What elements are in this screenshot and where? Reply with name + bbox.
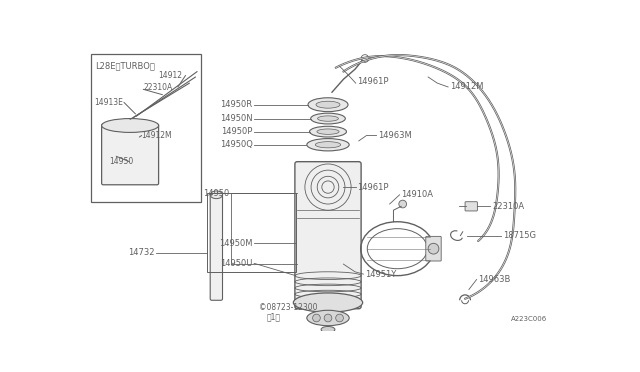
Text: 14950U: 14950U	[220, 259, 253, 268]
Text: 14912: 14912	[159, 71, 182, 80]
Text: 14950R: 14950R	[220, 100, 253, 109]
Ellipse shape	[307, 139, 349, 151]
Text: 22310A: 22310A	[492, 202, 524, 211]
Text: 14961P: 14961P	[357, 183, 388, 192]
Ellipse shape	[102, 119, 159, 132]
FancyBboxPatch shape	[465, 202, 477, 211]
Ellipse shape	[316, 142, 340, 148]
Ellipse shape	[317, 129, 339, 134]
Circle shape	[399, 200, 406, 208]
Ellipse shape	[308, 98, 348, 112]
Circle shape	[336, 314, 344, 322]
Text: 14950N: 14950N	[220, 114, 253, 123]
Text: 14950: 14950	[203, 189, 230, 198]
Text: 14950Q: 14950Q	[220, 140, 253, 149]
Ellipse shape	[210, 191, 223, 199]
FancyBboxPatch shape	[210, 193, 223, 300]
FancyBboxPatch shape	[426, 236, 441, 261]
Text: 22310A: 22310A	[143, 83, 172, 92]
Text: 14912M: 14912M	[450, 83, 483, 92]
Text: 14910A: 14910A	[401, 190, 433, 199]
Text: （1）: （1）	[266, 313, 280, 322]
Ellipse shape	[307, 310, 349, 326]
Text: 14950M: 14950M	[219, 239, 253, 248]
Text: ©08723-12300: ©08723-12300	[259, 304, 317, 312]
Ellipse shape	[293, 293, 363, 312]
Text: 14961P: 14961P	[357, 77, 388, 86]
Text: 14912M: 14912M	[141, 131, 172, 140]
Text: 14913E: 14913E	[94, 98, 123, 107]
Text: 18715G: 18715G	[503, 231, 536, 240]
Ellipse shape	[317, 116, 339, 121]
FancyBboxPatch shape	[102, 124, 159, 185]
Circle shape	[428, 243, 439, 254]
Circle shape	[324, 314, 332, 322]
Text: 14963B: 14963B	[478, 275, 511, 284]
FancyBboxPatch shape	[295, 162, 361, 309]
Circle shape	[312, 314, 320, 322]
Text: 14951Y: 14951Y	[365, 270, 396, 279]
Text: 14963M: 14963M	[378, 131, 412, 140]
Ellipse shape	[321, 327, 335, 333]
Text: A223C006: A223C006	[511, 316, 547, 322]
Text: 14950: 14950	[109, 157, 134, 166]
Text: 14950P: 14950P	[221, 127, 253, 136]
Ellipse shape	[310, 113, 346, 124]
Text: 14732: 14732	[128, 248, 155, 257]
Ellipse shape	[310, 126, 346, 137]
Ellipse shape	[316, 101, 340, 108]
FancyBboxPatch shape	[91, 54, 201, 202]
Text: L28E〈TURBO〉: L28E〈TURBO〉	[95, 62, 155, 71]
